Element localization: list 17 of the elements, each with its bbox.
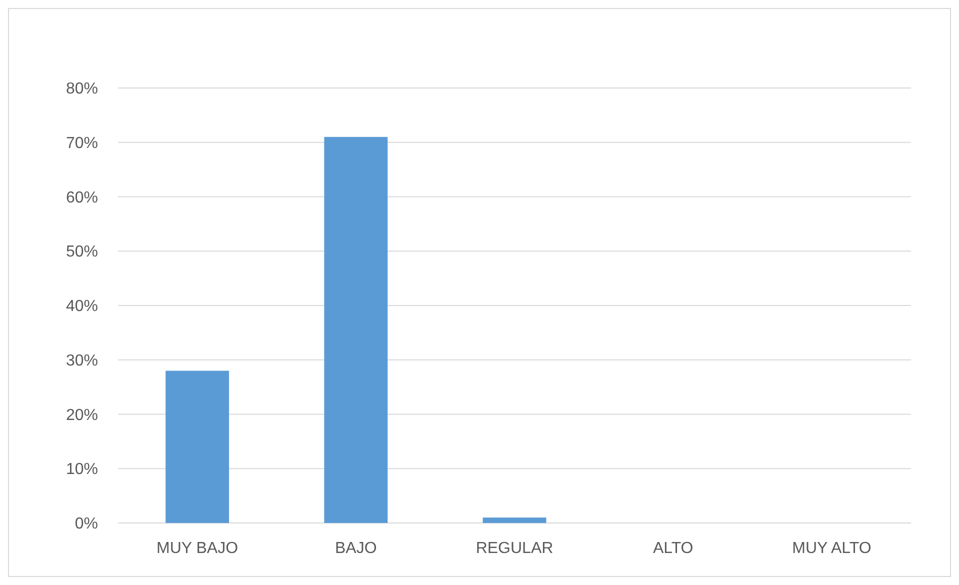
bar xyxy=(166,370,230,523)
x-tick-label: MUY ALTO xyxy=(792,540,872,557)
y-tick-label: 20% xyxy=(66,406,98,424)
y-tick-label: 0% xyxy=(74,516,98,533)
x-tick-label: ALTO xyxy=(652,540,694,557)
y-tick-label: 30% xyxy=(66,352,98,370)
bar xyxy=(482,518,546,523)
x-tick-label: BAJO xyxy=(335,540,377,557)
y-tick-label: 40% xyxy=(66,298,98,316)
y-tick-label: 50% xyxy=(66,244,98,261)
x-tick-label: REGULAR xyxy=(476,540,554,557)
y-tick-label: 10% xyxy=(66,461,98,478)
bar xyxy=(324,136,388,523)
y-tick-label: 70% xyxy=(66,134,98,152)
y-tick-label: 80% xyxy=(66,80,98,98)
x-tick-label: MUY BAJO xyxy=(156,540,238,557)
y-tick-label: 60% xyxy=(66,189,98,206)
